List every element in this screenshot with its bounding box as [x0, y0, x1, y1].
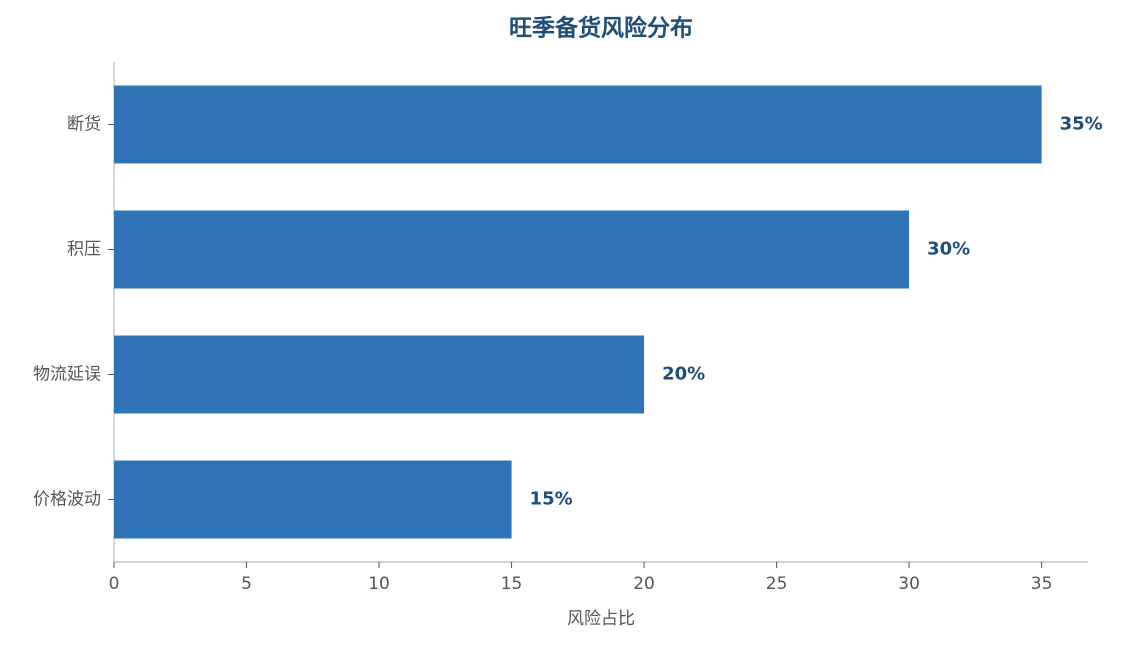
bar — [114, 210, 910, 289]
value-label: 20% — [662, 364, 705, 385]
y-tick-label: 积压 — [67, 240, 101, 260]
y-tick-label: 物流延误 — [33, 365, 101, 385]
x-tick-label: 35 — [1031, 574, 1053, 594]
chart-title: 旺季备货风险分布 — [509, 15, 693, 42]
bar — [114, 335, 645, 414]
value-label: 15% — [530, 489, 573, 510]
bar — [114, 460, 512, 539]
x-tick-label: 20 — [633, 574, 655, 594]
x-tick-label: 15 — [501, 574, 523, 594]
value-label: 35% — [1060, 114, 1103, 135]
y-tick-label: 断货 — [67, 115, 101, 135]
x-tick-label: 0 — [109, 574, 120, 594]
x-tick-label: 30 — [898, 574, 920, 594]
y-tick-label: 价格波动 — [33, 490, 101, 510]
x-axis-label: 风险占比 — [567, 609, 635, 629]
x-tick-label: 25 — [766, 574, 788, 594]
bar — [114, 85, 1042, 164]
x-tick-label: 5 — [241, 574, 252, 594]
x-tick-label: 10 — [368, 574, 390, 594]
value-label: 30% — [927, 239, 970, 260]
